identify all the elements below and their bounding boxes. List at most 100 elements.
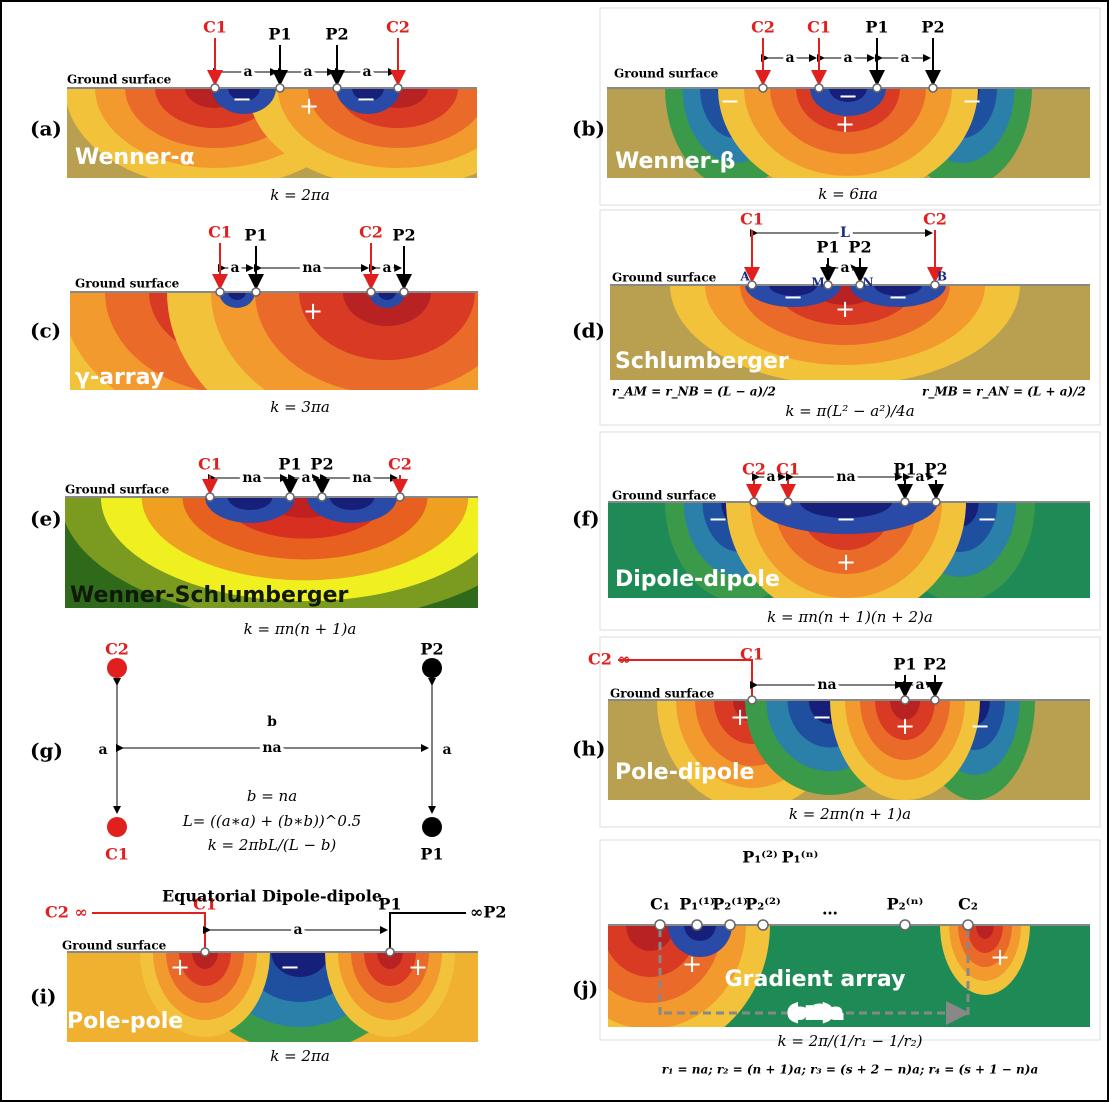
electrode-label: P2	[325, 25, 348, 44]
spacing-label: a	[900, 50, 909, 66]
spacing-label: a	[840, 260, 849, 276]
polarity-sign: −	[836, 505, 856, 533]
electrode-label: P1	[893, 460, 916, 479]
formula: k = πn(n + 1)(n + 2)a	[767, 608, 933, 626]
electrode-label: C2	[388, 455, 412, 474]
polarity-sign: −	[970, 712, 990, 740]
electrode	[815, 84, 823, 92]
panel-label: (d)	[572, 319, 605, 343]
electrode-label: P1	[244, 226, 267, 245]
electrode-label: C1	[740, 210, 764, 229]
panel-label: (e)	[30, 507, 62, 531]
spacing-label: a	[843, 50, 852, 66]
spacing-label: na	[352, 470, 371, 486]
electrode	[276, 84, 284, 92]
electrode-label: P2	[924, 460, 947, 479]
electrode-label: P1	[893, 655, 916, 674]
polarity-sign: −	[356, 85, 376, 113]
formula: k = 6πa	[818, 185, 878, 203]
array-name: Wenner-β	[615, 149, 735, 174]
spacing-label: a	[243, 64, 252, 80]
electrode-label: P₂⁽²⁾	[745, 895, 781, 914]
electrode	[758, 920, 768, 930]
polarity-sign: +	[170, 953, 190, 981]
electrode	[367, 288, 375, 296]
electrode	[784, 498, 792, 506]
ground-surface-label: Ground surface	[67, 73, 172, 87]
electrode	[692, 920, 702, 930]
panel-label: (a)	[30, 117, 62, 141]
electrode-label: ∞P2	[470, 903, 507, 922]
ground-surface-label: Ground surface	[610, 687, 715, 701]
formula: k = 2π/(1/r₁ − 1/r₂)	[777, 1032, 922, 1050]
formula: k = 2πa	[270, 186, 330, 204]
electrode	[750, 498, 758, 506]
electrode-label: C1	[208, 223, 232, 242]
polarity-sign: −	[812, 703, 832, 731]
electrode	[211, 84, 219, 92]
spacing-label: a	[230, 260, 239, 276]
polarity-sign: −	[888, 283, 908, 311]
note: r₁ = na; r₂ = (n + 1)a; r₃ = (s + 2 − n)…	[662, 1063, 1038, 1077]
electrode-label: P2	[392, 226, 415, 245]
electrode-label: P1	[278, 455, 301, 474]
polarity-sign: −	[838, 82, 858, 110]
equation: k = 2πbL/(L − b)	[208, 836, 337, 854]
array-name: γ-array	[75, 365, 164, 390]
spacing-label: na	[817, 677, 836, 693]
spacing-label: a	[98, 742, 107, 758]
polarity-sign: −	[280, 953, 300, 981]
electrode	[201, 948, 209, 956]
polarity-sign: +	[836, 548, 856, 576]
array-name: Wenner-α	[75, 145, 195, 170]
polarity-sign: +	[408, 953, 428, 981]
spacing-label: na	[836, 469, 855, 485]
polarity-sign: +	[835, 110, 855, 138]
electrode-label: P1	[268, 25, 291, 44]
electrode-label: C2	[105, 640, 129, 659]
point-label: B	[937, 270, 947, 284]
polarity-sign: +	[682, 950, 702, 978]
point-label: A	[739, 270, 750, 284]
spacing-label: a	[382, 260, 391, 276]
spacing-label: na	[302, 260, 321, 276]
point-label: N	[863, 276, 874, 290]
ellipsis: …	[822, 900, 838, 919]
electrode	[333, 84, 341, 92]
spacing-label: a	[301, 470, 310, 486]
spacing-label: a	[362, 64, 371, 80]
electrode	[759, 84, 767, 92]
note: r_MB = r_AN = (L + a)/2	[922, 385, 1086, 400]
polarity-sign: +	[895, 712, 915, 740]
array-name: Dipole-dipole	[615, 567, 780, 592]
polarity-sign: −	[977, 505, 997, 533]
electrode	[963, 920, 973, 930]
spacing-label: (s+2)a	[789, 1005, 841, 1021]
formula: k = 2πn(n + 1)a	[789, 805, 911, 823]
spacing-label: a	[293, 922, 302, 938]
electrode	[216, 288, 224, 296]
electrode-label: P2	[923, 655, 946, 674]
electrode-label: C2	[751, 18, 775, 37]
electrode	[107, 817, 127, 837]
electrode-label: P2	[848, 238, 871, 257]
electrode-label: P₁⁽²⁾	[742, 848, 778, 867]
electrode	[873, 84, 881, 92]
formula: k = 3πa	[270, 398, 330, 416]
polarity-sign: −	[783, 283, 803, 311]
spacing-label: a	[915, 677, 924, 693]
ground-surface-label: Ground surface	[62, 939, 167, 953]
electrode	[252, 288, 260, 296]
array-name: Schlumberger	[615, 349, 789, 374]
panel-label: (b)	[572, 117, 605, 141]
electrode-label: C2	[386, 18, 410, 37]
spacing-label: a	[442, 742, 451, 758]
electrode	[422, 817, 442, 837]
electrode	[400, 288, 408, 296]
electrode	[394, 84, 402, 92]
electrode	[655, 920, 665, 930]
spacing-label: b	[267, 714, 277, 730]
lead-wire	[390, 913, 466, 948]
array-name: Gradient array	[725, 967, 906, 992]
panel-label: (i)	[30, 985, 57, 1009]
